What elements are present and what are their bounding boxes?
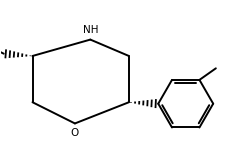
Text: O: O <box>71 128 79 138</box>
Text: NH: NH <box>83 25 98 35</box>
